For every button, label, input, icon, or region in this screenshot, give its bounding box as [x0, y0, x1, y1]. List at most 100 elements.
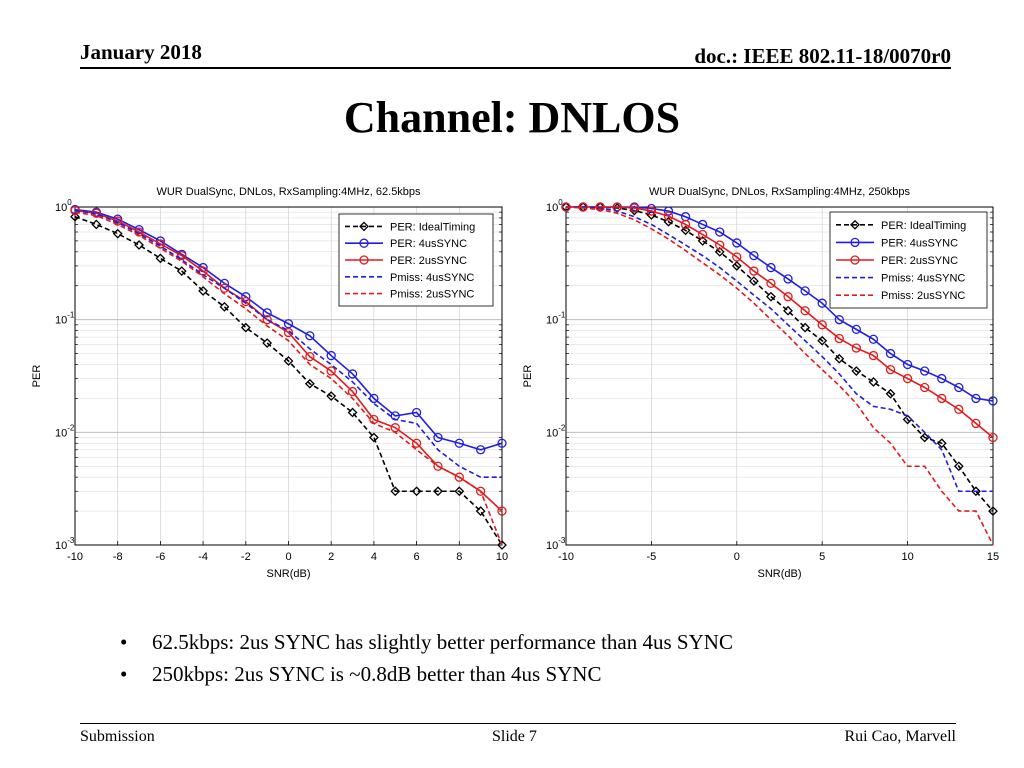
series-line — [74, 209, 502, 478]
bullet-item: • 62.5kbps: 2us SYNC has slightly better… — [120, 626, 733, 658]
data-point-diamond — [454, 486, 465, 497]
slide-title: Channel: DNLOS — [343, 93, 681, 142]
data-point-circle — [954, 382, 964, 393]
data-point-diamond — [936, 438, 947, 449]
header-doc-id: doc.: IEEE 802.11-18/0070r0 — [694, 44, 951, 68]
bullet-marker: • — [120, 662, 128, 686]
bullet-marker: • — [120, 630, 128, 654]
data-point-circle — [646, 206, 657, 216]
data-point-circle — [851, 343, 862, 353]
data-point-circle — [800, 306, 810, 316]
data-point-circle — [902, 373, 913, 384]
data-point-diamond — [219, 301, 230, 312]
data-point-circle — [305, 331, 315, 341]
y-tick-exponent: -3 — [67, 536, 75, 545]
y-tick-base: 10 — [546, 540, 558, 552]
legend-marker — [359, 221, 369, 232]
data-point-diamond — [497, 540, 507, 550]
data-point-diamond — [347, 407, 358, 418]
data-point-diamond — [475, 506, 486, 517]
x-tick-label: 6 — [414, 551, 420, 563]
data-point-diamond — [176, 266, 187, 276]
data-point-diamond — [817, 335, 828, 346]
data-point-diamond — [198, 285, 209, 296]
y-tick-exponent: -1 — [67, 311, 75, 320]
data-point-diamond — [988, 506, 998, 517]
y-tick-base: 10 — [55, 315, 67, 327]
data-point-circle — [283, 327, 294, 338]
series-pmiss-2ussync — [565, 206, 994, 546]
footer-author: Rui Cao, Marvell — [844, 728, 956, 745]
series-line — [566, 206, 993, 493]
legend-label: Pmiss: 2usSYNC — [881, 290, 965, 302]
data-point-diamond — [134, 240, 144, 250]
legend-marker — [359, 255, 369, 265]
data-point-diamond — [902, 414, 913, 425]
data-point-circle — [715, 227, 725, 237]
data-point-circle — [646, 203, 657, 214]
data-point-circle — [177, 250, 187, 261]
x-tick-label: 8 — [456, 551, 462, 563]
series-per-2ussync — [561, 202, 998, 443]
data-point-circle — [595, 202, 605, 212]
data-point-circle — [663, 206, 674, 216]
data-point-circle — [475, 445, 486, 455]
x-tick-label: 10 — [496, 551, 508, 563]
data-point-circle — [954, 404, 964, 414]
axes-frame — [565, 206, 994, 546]
data-point-diamond — [868, 377, 879, 387]
x-tick-label: 0 — [285, 551, 291, 563]
data-point-circle — [868, 350, 879, 361]
legend-label: PER: 4usSYNC — [881, 237, 958, 249]
series-line — [74, 211, 503, 546]
legend-label: Pmiss: 4usSYNC — [881, 273, 965, 285]
data-point-diamond — [731, 260, 742, 271]
x-tick-label: -10 — [558, 551, 574, 563]
y-tick-label: 10-3 — [55, 536, 75, 552]
data-point-diamond — [663, 216, 674, 227]
data-point-circle — [800, 286, 810, 296]
data-point-circle — [433, 461, 443, 471]
data-point-circle — [578, 202, 588, 212]
legend-label: PER: 2usSYNC — [390, 255, 467, 267]
x-tick-label: 15 — [987, 551, 999, 563]
legend-marker — [850, 255, 860, 265]
data-point-circle — [920, 366, 930, 376]
data-point-circle — [241, 296, 251, 307]
data-point-diamond — [368, 432, 379, 443]
data-point-circle — [433, 432, 443, 443]
data-point-circle — [454, 438, 464, 448]
data-point-diamond — [971, 486, 981, 497]
data-point-diamond — [240, 322, 251, 333]
legend: PER: IdealTiming PER: 4usSYNC PER: 2usSYNC… — [829, 211, 988, 309]
data-point-diamond — [783, 305, 793, 316]
data-point-circle — [749, 266, 759, 276]
series-line — [74, 208, 503, 451]
data-point-diamond — [433, 486, 443, 497]
data-point-diamond — [155, 253, 166, 264]
data-point-circle — [766, 278, 776, 289]
data-point-circle — [347, 369, 358, 379]
data-point-circle — [834, 333, 844, 344]
legend-marker — [850, 219, 860, 230]
legend-label: PER: IdealTiming — [390, 221, 475, 233]
data-point-circle — [326, 366, 336, 376]
data-point-circle — [326, 350, 336, 361]
legend-label: Pmiss: 2usSYNC — [390, 289, 474, 301]
bullet-text: 62.5kbps: 2us SYNC has slightly better p… — [152, 630, 733, 654]
footer-slide-number: Slide 7 — [492, 728, 537, 745]
data-point-circle — [851, 324, 862, 335]
charts-canvas: WUR DualSync, DNLos, RxSampling:4MHz, 62… — [31, 186, 999, 580]
y-tick-exponent: -2 — [67, 423, 75, 432]
data-point-circle — [411, 407, 422, 418]
legend-label: PER: 4usSYNC — [390, 238, 467, 250]
data-point-circle — [454, 472, 464, 482]
y-tick-label: 10-3 — [546, 536, 566, 552]
data-point-circle — [988, 432, 998, 443]
series-line — [74, 209, 503, 512]
series-per-idealtiming — [561, 202, 998, 517]
y-tick-label: 10-2 — [55, 423, 75, 439]
data-point-diamond — [262, 338, 273, 348]
y-tick-exponent: -1 — [558, 311, 566, 320]
data-point-circle — [283, 319, 294, 329]
